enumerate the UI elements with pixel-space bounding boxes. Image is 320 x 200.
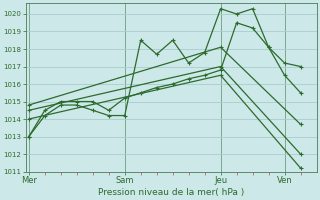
X-axis label: Pression niveau de la mer( hPa ): Pression niveau de la mer( hPa ) [98,188,244,197]
